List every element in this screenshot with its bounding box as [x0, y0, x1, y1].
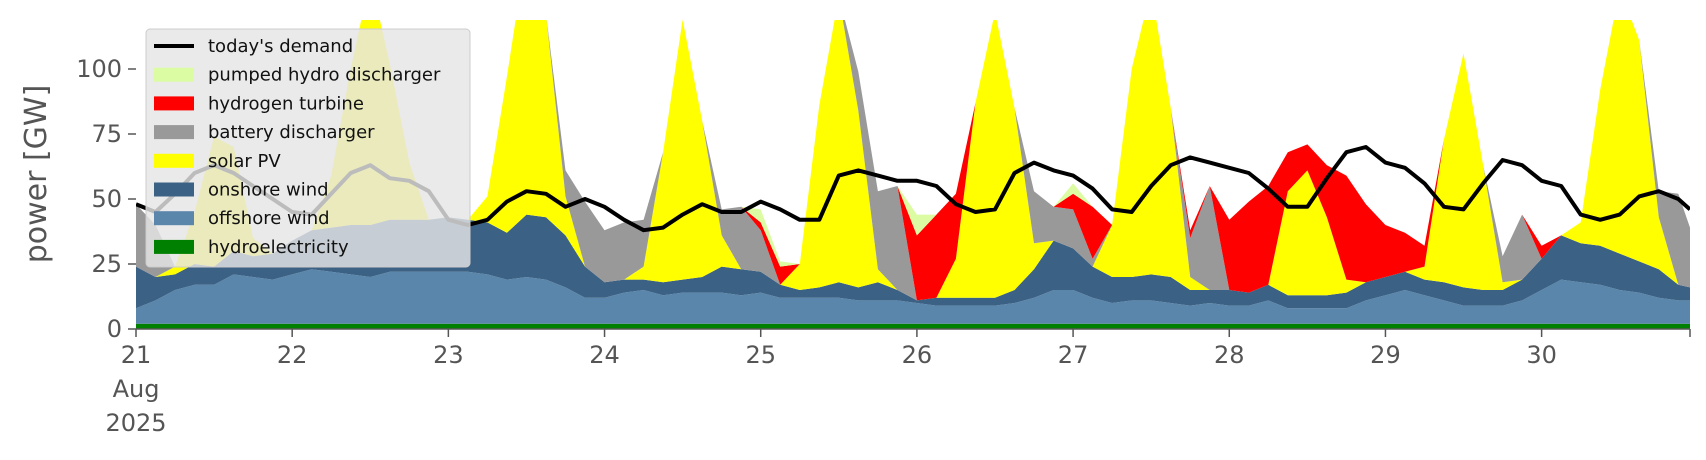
x-tick-label: 27	[1058, 341, 1089, 369]
legend-swatch	[154, 96, 194, 111]
x-tick-label: Aug	[113, 375, 160, 403]
area-solar-pv	[136, 20, 1690, 301]
legend: today's demand pumped hydro discharger hyd…	[145, 28, 471, 268]
legend-box	[145, 28, 471, 268]
x-tick-label: 25	[745, 341, 776, 369]
x-tick-label: 30	[1526, 341, 1557, 369]
stacked-area-layers	[136, 20, 1690, 329]
legend-label: pumped hydro discharger	[208, 65, 441, 86]
legend-label: hydroelectricity	[208, 237, 349, 258]
legend-label: today's demand	[208, 36, 353, 57]
x-tick-label: 23	[433, 341, 464, 369]
legend-swatch	[154, 67, 194, 82]
area-pumped-hydro-discharger	[136, 20, 1690, 267]
x-tick-label: 2025	[105, 409, 166, 437]
legend-label: hydrogen turbine	[208, 93, 364, 114]
x-tick-label: 26	[902, 341, 933, 369]
legend-swatch	[154, 125, 194, 140]
legend-swatch	[154, 153, 194, 168]
axes: 0 25 50 75 100 21 Aug 2025 22 23 24 25 26 27 28 29 30	[76, 55, 1691, 437]
legend-label: battery discharger	[208, 122, 375, 143]
area-offshore-wind	[136, 269, 1690, 324]
x-tick-label: 29	[1370, 341, 1401, 369]
legend-swatch	[154, 239, 194, 254]
legend-label: onshore wind	[208, 180, 329, 201]
y-tick-label: 75	[91, 120, 122, 148]
y-tick-label: 25	[91, 250, 122, 278]
y-tick-label: 50	[91, 185, 122, 213]
x-tick-label: 21	[121, 341, 152, 369]
x-tick-label: 28	[1214, 341, 1245, 369]
area-onshore-wind	[136, 214, 1690, 309]
x-tick-label: 22	[277, 341, 308, 369]
legend-label: solar PV	[208, 151, 281, 172]
area-hydrogen-turbine	[136, 20, 1690, 301]
y-axis-label: power [GW]	[19, 85, 54, 264]
legend-swatch	[154, 182, 194, 197]
legend-label: offshore wind	[208, 208, 330, 229]
area-hydroelectricity	[136, 323, 1690, 329]
x-tick-label: 24	[589, 341, 620, 369]
y-tick-label: 0	[107, 315, 122, 343]
y-tick-label: 100	[76, 55, 122, 83]
legend-swatch	[154, 211, 194, 226]
